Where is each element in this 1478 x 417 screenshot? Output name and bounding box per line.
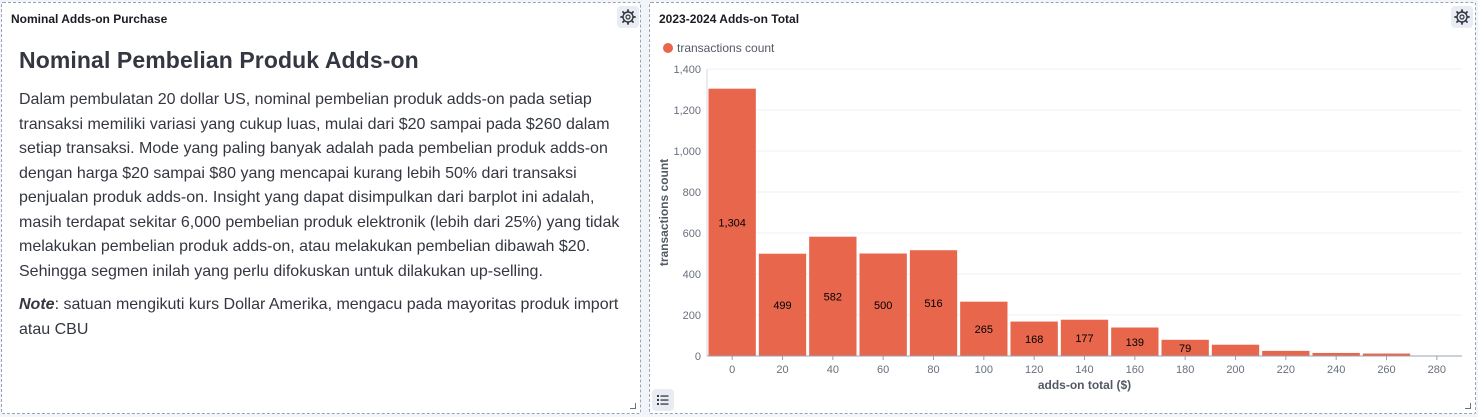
panel-title: Nominal Adds-on Purchase — [11, 12, 168, 26]
bar[interactable] — [1211, 344, 1260, 356]
bar[interactable] — [1312, 352, 1360, 356]
x-axis: 0 20 40 60 80 100 120 140 160 180 200 220 240 260 280 — [707, 355, 1462, 376]
y-tick-label: 800 — [683, 187, 701, 199]
x-tick-label: 40 — [827, 364, 839, 376]
panel-options-button[interactable] — [1451, 6, 1473, 28]
x-tick-label: 200 — [1226, 364, 1244, 376]
y-tick-label: 400 — [683, 269, 701, 281]
y-tick-label: 1,200 — [673, 105, 701, 117]
markdown-note: Note: satuan mengikuti kurs Dollar Ameri… — [19, 293, 629, 342]
bar[interactable] — [1060, 319, 1109, 356]
markdown-paragraph: Dalam pembulatan 20 dollar US, nominal p… — [19, 91, 620, 280]
note-text: : satuan mengikuti kurs Dollar Amerika, … — [19, 296, 619, 338]
bar[interactable] — [1161, 339, 1209, 356]
data-label: 516 — [924, 298, 942, 310]
bar[interactable] — [909, 250, 958, 356]
bar[interactable] — [960, 301, 1008, 356]
data-label: 499 — [773, 300, 791, 312]
data-label: 500 — [874, 300, 892, 312]
x-tick-label: 240 — [1327, 364, 1345, 376]
data-label: 139 — [1126, 337, 1144, 349]
gear-icon — [1454, 9, 1470, 25]
x-tick-label: 160 — [1126, 364, 1144, 376]
x-tick-label: 20 — [776, 364, 788, 376]
chart-legend[interactable]: transactions count — [663, 41, 775, 55]
legend-label: transactions count — [677, 41, 775, 55]
x-tick-label: 100 — [975, 364, 993, 376]
resize-handle[interactable] — [630, 403, 636, 409]
x-tick-label: 220 — [1277, 364, 1295, 376]
x-tick-label: 60 — [877, 364, 889, 376]
panel-title: 2023-2024 Adds-on Total — [659, 12, 800, 26]
y-tick-label: 1,400 — [673, 64, 701, 76]
x-tick-label: 120 — [1025, 364, 1043, 376]
data-label: 1,304 — [718, 217, 746, 229]
x-tick-label: 0 — [729, 364, 735, 376]
markdown-heading: Nominal Pembelian Produk Adds-on — [19, 47, 419, 73]
x-tick-label: 80 — [927, 364, 939, 376]
y-axis-label: transactions count — [657, 159, 671, 266]
y-tick-label: 600 — [683, 228, 701, 240]
markdown-content: Nominal Pembelian Produk Adds-on Dalam p… — [19, 47, 629, 351]
data-label: 265 — [975, 324, 993, 336]
legend-toggle-button[interactable] — [652, 389, 674, 411]
bar[interactable] — [1111, 327, 1159, 356]
list-icon — [657, 395, 669, 405]
x-axis-label: adds-on total ($) — [1038, 378, 1131, 392]
y-tick-label: 200 — [683, 310, 701, 322]
bar[interactable] — [1262, 350, 1310, 356]
bar[interactable] — [708, 88, 756, 357]
y-tick-label: 1,000 — [673, 146, 701, 158]
bar[interactable] — [1010, 321, 1058, 356]
note-label: Note — [19, 296, 55, 313]
x-tick-label: 140 — [1075, 364, 1093, 376]
bar-chart: transactions count 02004006008001,0001,2… — [657, 41, 1462, 392]
legend-dot — [663, 43, 673, 53]
chart-panel: 2023-2024 Adds-on Total transactions cou… — [649, 2, 1476, 414]
data-label: 168 — [1025, 334, 1043, 346]
data-label: 79 — [1179, 343, 1191, 355]
bar[interactable] — [859, 253, 907, 357]
bar[interactable] — [758, 253, 807, 356]
data-label: 582 — [824, 291, 842, 303]
x-tick-label: 260 — [1377, 364, 1395, 376]
bar[interactable] — [809, 236, 857, 356]
data-labels: 1,304 499 582 500 516 265 168 177 139 79 — [718, 217, 1191, 355]
markdown-panel: Nominal Adds-on Purchase Nominal Pembeli… — [1, 2, 641, 414]
y-axis: 0 200 400 600 800 1,000 1,200 1,400 — [673, 64, 708, 363]
gear-icon — [620, 9, 636, 25]
data-label: 177 — [1075, 333, 1093, 345]
bar[interactable] — [1362, 353, 1411, 356]
bars — [708, 88, 1411, 357]
x-tick-label: 180 — [1176, 364, 1194, 376]
y-tick-label: 0 — [695, 351, 701, 363]
resize-handle[interactable] — [1465, 403, 1471, 409]
panel-options-button[interactable] — [617, 6, 639, 28]
x-tick-label: 280 — [1428, 364, 1446, 376]
